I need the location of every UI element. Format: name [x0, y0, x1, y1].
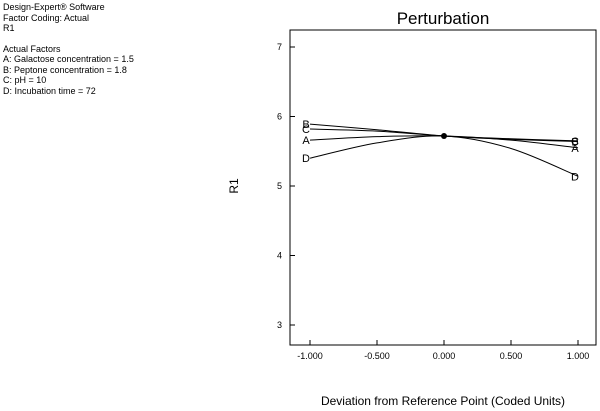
x-tick-label: 0.000 — [433, 351, 456, 361]
y-tick-label: 7 — [277, 42, 282, 52]
series-label-a-end: A — [571, 143, 579, 155]
factor-b: B: Peptone concentration = 1.8 — [3, 64, 127, 75]
series-line-d — [309, 135, 579, 177]
chart-title: Perturbation — [397, 9, 490, 28]
software-name: Design-Expert® Software — [3, 2, 105, 12]
factor-coding: Factor Coding: Actual — [3, 12, 90, 23]
response-name: R1 — [3, 23, 15, 33]
x-tick-label: -1.000 — [297, 351, 323, 361]
series-label-c: C — [302, 124, 310, 136]
series-label-d-end: D — [571, 171, 579, 183]
axes: 3 4 5 6 7 -1.000 -0.500 0.000 0.500 1.000 — [277, 29, 597, 361]
series-label-d: D — [302, 153, 310, 165]
series-lines — [309, 123, 579, 177]
x-tick-label: -0.500 — [364, 351, 390, 361]
factor-d: D: Incubation time = 72 — [3, 85, 96, 96]
y-tick-label: 6 — [277, 112, 282, 122]
series-label-b-end: B — [571, 137, 578, 149]
plot-frame — [289, 29, 597, 346]
reference-point-marker — [441, 132, 447, 139]
design-info-panel: Design-Expert® Software Factor Coding: A… — [3, 2, 134, 96]
y-tick-label: 3 — [277, 320, 282, 330]
x-axis-title: Deviation from Reference Point (Coded Un… — [321, 394, 565, 408]
y-axis-title: R1 — [227, 178, 241, 194]
y-tick-label: 5 — [277, 181, 282, 191]
series-label-c-end: C — [571, 136, 579, 148]
series-label-a: A — [302, 135, 310, 147]
x-tick-label: 1.000 — [567, 351, 590, 361]
factor-c: C: pH = 10 — [3, 75, 47, 85]
factor-a: A: Galactose concentration = 1.5 — [3, 54, 134, 64]
x-tick-label: 0.500 — [500, 351, 523, 361]
series-label-b: B — [302, 119, 309, 131]
actual-factors-heading: Actual Factors — [3, 43, 61, 54]
y-tick-label: 4 — [277, 251, 282, 261]
